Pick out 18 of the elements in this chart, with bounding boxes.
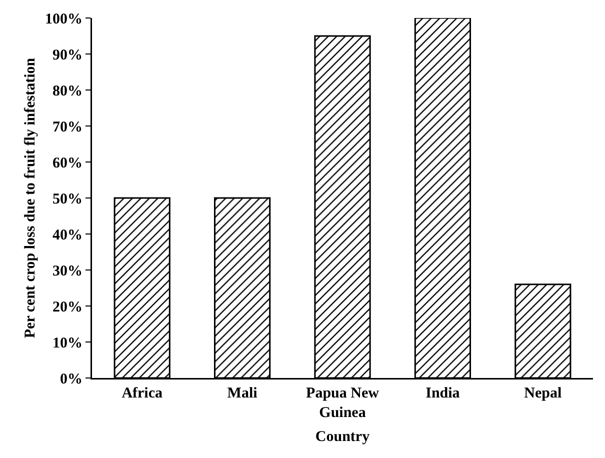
y-tick-label: 50%: [52, 191, 82, 208]
y-tick-label: 80%: [52, 83, 82, 100]
y-tick-label: 40%: [52, 227, 82, 244]
y-tick-label: 90%: [52, 47, 82, 64]
x-tick-label: Africa: [122, 386, 164, 402]
y-tick-label: 100%: [45, 11, 82, 28]
y-tick-label: 30%: [52, 263, 82, 280]
y-tick-label: 20%: [52, 299, 82, 316]
y-tick-label: 60%: [52, 155, 82, 172]
y-tick-label: 10%: [52, 335, 82, 352]
y-axis-title: Per cent crop loss due to fruit fly infestation: [22, 57, 38, 338]
x-tick-label: Papua New Guinea: [306, 386, 380, 421]
x-tick-label: Nepal: [524, 386, 562, 402]
y-tick-label: 0%: [60, 371, 82, 388]
x-tick-label: Mali: [227, 386, 258, 402]
y-tick-label: 70%: [52, 119, 82, 136]
x-axis-title: Country: [315, 428, 370, 445]
x-tick-label: India: [426, 386, 460, 402]
